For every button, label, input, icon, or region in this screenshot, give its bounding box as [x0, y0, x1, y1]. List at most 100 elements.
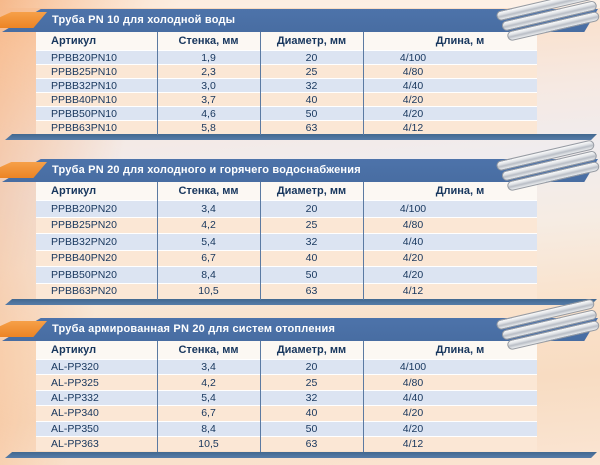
table-cell: AL-PP325 — [51, 376, 99, 389]
table-body: AL-PP320 3,4 20 4/100 AL-PP325 4,2 25 4/80 AL-PP… — [36, 359, 537, 452]
table-header-row: Артикул Стенка, мм Диаметр, мм Длина, м — [36, 182, 537, 200]
column-divider — [260, 341, 261, 452]
table-cell: 4,2 — [201, 219, 216, 232]
table-cell: 4/40 — [402, 235, 424, 248]
table-cell: 4,2 — [201, 376, 216, 389]
table-row: PPBB63PN20 10,5 63 4/12 — [36, 282, 537, 299]
table-row: PPBB32PN20 5,4 32 4/40 — [36, 233, 537, 250]
header-cell: Диаметр, мм — [276, 185, 347, 197]
table-cell: PPBB50PN10 — [51, 107, 117, 120]
table-row: AL-PP363 10,5 63 4/12 — [36, 435, 537, 452]
table-cell: 8,4 — [201, 268, 216, 281]
table-cell: 4/12 — [402, 438, 424, 451]
header-cell: Стенка, мм — [178, 35, 239, 47]
table-row: PPBB25PN10 2,3 25 4/80 — [36, 64, 537, 78]
orange-flag-icon — [0, 162, 47, 178]
table-cell: PPBB25PN20 — [51, 219, 117, 232]
table-cell: 4/80 — [402, 65, 424, 78]
table-cell: PPBB50PN20 — [51, 268, 117, 281]
table-cell: 6,7 — [201, 252, 216, 265]
table-cell: 10,5 — [198, 285, 219, 298]
table-cell: 25 — [305, 219, 318, 232]
table-cell: 25 — [305, 65, 318, 78]
table-cell: 5,4 — [201, 235, 216, 248]
table-cell: 4/100 — [399, 202, 427, 215]
table-cell: PPBB20PN10 — [51, 51, 117, 64]
pipes-bundle-icon — [495, 139, 600, 202]
table-cell: PPBB32PN20 — [51, 235, 117, 248]
column-divider — [363, 341, 364, 452]
table-cell: 32 — [305, 235, 318, 248]
table-cell: 4/12 — [402, 121, 424, 134]
table-header-row: Артикул Стенка, мм Диаметр, мм Длина, м — [36, 32, 537, 50]
table-cell: PPBB40PN10 — [51, 93, 117, 106]
table-cell: PPBB20PN20 — [51, 202, 117, 215]
column-divider — [157, 341, 158, 452]
column-divider — [260, 32, 261, 135]
table-row: PPBB50PN20 8,4 50 4/20 — [36, 266, 537, 283]
section-banner — [2, 9, 598, 32]
table-cell: AL-PP350 — [51, 422, 99, 435]
table-cell: 4/12 — [402, 285, 424, 298]
table-cell: 1,9 — [201, 51, 216, 64]
table-cell: 3,0 — [201, 79, 216, 92]
table-cell: 50 — [305, 422, 318, 435]
table-cell: 32 — [305, 391, 318, 404]
table-cell: 3,7 — [201, 93, 216, 106]
table-cell: 3,4 — [201, 361, 216, 374]
table-row: AL-PP350 8,4 50 4/20 — [36, 420, 537, 436]
table-row: PPBB20PN10 1,9 20 4/100 — [36, 50, 537, 64]
table-cell: 4/20 — [402, 93, 424, 106]
table-cell: 6,7 — [201, 407, 216, 420]
table-cell: 4/100 — [399, 361, 427, 374]
table-row: PPBB63PN10 5,8 63 4/12 — [36, 120, 537, 134]
table-section-reinforced-pn20: Труба армированная PN 20 для систем отоп… — [0, 298, 600, 458]
table-cell: 3,4 — [201, 202, 216, 215]
section-banner — [2, 159, 598, 182]
table-cell: 4/100 — [399, 51, 427, 64]
table-cell: 4/40 — [402, 391, 424, 404]
table-row: AL-PP332 5,4 32 4/40 — [36, 389, 537, 406]
table-row: AL-PP325 4,2 25 4/80 — [36, 374, 537, 390]
table-header-row: Артикул Стенка, мм Диаметр, мм Длина, м — [36, 341, 537, 359]
table-cell: 63 — [305, 121, 318, 134]
table-cell: 5,4 — [201, 391, 216, 404]
table-cell: AL-PP363 — [51, 438, 99, 451]
table-cell: PPBB40PN20 — [51, 252, 117, 265]
table-cell: AL-PP332 — [51, 391, 99, 404]
table-body: PPBB20PN10 1,9 20 4/100 PPBB25PN10 2,3 25 4/80 P… — [36, 50, 537, 134]
table-cell: 32 — [305, 79, 318, 92]
table-cell: 4/20 — [402, 407, 424, 420]
table-row: PPBB40PN20 6,7 40 4/20 — [36, 249, 537, 266]
table-cell: 4/80 — [402, 219, 424, 232]
table-cell: 10,5 — [198, 438, 219, 451]
section-end-bar — [5, 452, 597, 458]
column-divider — [363, 182, 364, 300]
header-cell: Длина, м — [435, 35, 485, 47]
section-banner — [2, 318, 598, 341]
table-row: PPBB32PN10 3,0 32 4/40 — [36, 78, 537, 92]
orange-flag-icon — [0, 321, 47, 337]
table-cell: 4/40 — [402, 79, 424, 92]
table-cell: 20 — [305, 51, 318, 64]
column-divider — [260, 182, 261, 300]
table-body: PPBB20PN20 3,4 20 4/100 PPBB25PN20 4,2 25 4/80 P… — [36, 200, 537, 299]
top-highlight-band — [0, 0, 600, 8]
table-row: AL-PP340 6,7 40 4/20 — [36, 405, 537, 421]
section-end-bar — [5, 299, 597, 305]
section-end-bar — [5, 134, 597, 140]
table-cell: PPBB63PN10 — [51, 121, 117, 134]
section-title: Труба армированная PN 20 для систем отоп… — [52, 323, 336, 335]
table-cell: 5,8 — [201, 121, 216, 134]
table-cell: 40 — [305, 93, 318, 106]
table-cell: 4/20 — [402, 107, 424, 120]
table-cell: 8,4 — [201, 422, 216, 435]
table-cell: 50 — [305, 268, 318, 281]
column-divider — [157, 32, 158, 135]
section-title: Труба PN 20 для холодного и горячего вод… — [52, 164, 361, 176]
header-cell: Стенка, мм — [178, 344, 239, 356]
header-cell: Артикул — [51, 344, 97, 356]
header-cell: Артикул — [51, 185, 97, 197]
table-cell: 20 — [305, 361, 318, 374]
table-cell: 4/80 — [402, 376, 424, 389]
